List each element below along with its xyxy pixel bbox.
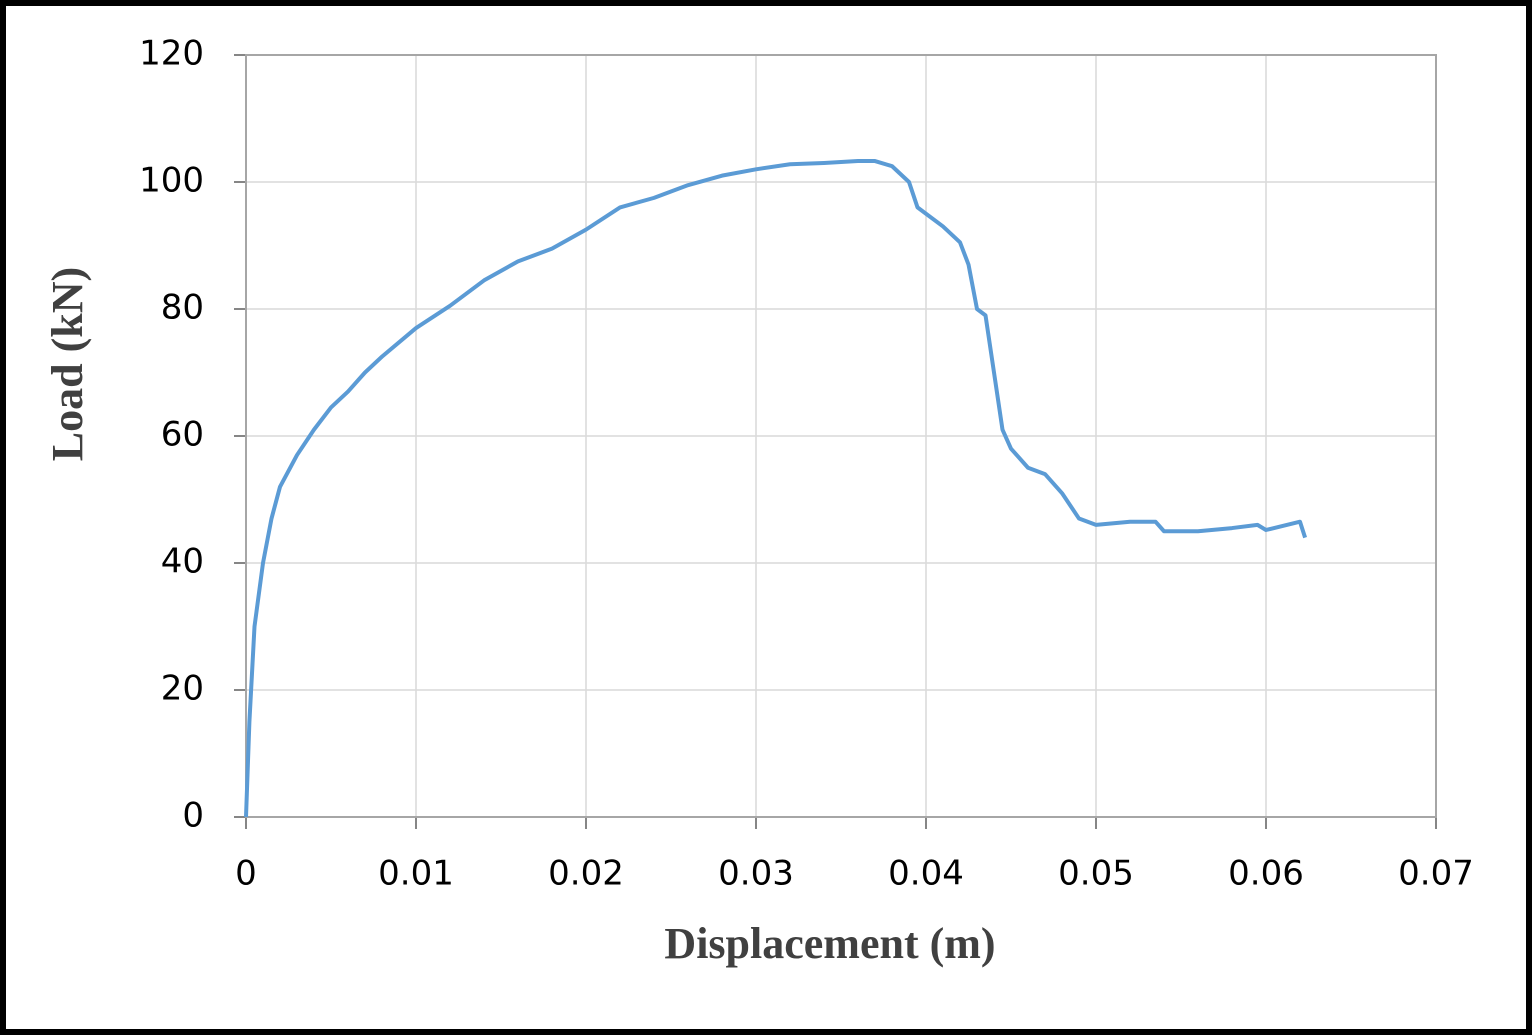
x-tick-label: 0.05: [1058, 854, 1134, 894]
y-axis-title: Load (kN): [43, 267, 92, 461]
plot-area: [245, 54, 1437, 818]
x-tick-label: 0.03: [718, 854, 794, 894]
x-tick-label: 0.07: [1398, 854, 1474, 894]
x-tick-label: 0.04: [888, 854, 964, 894]
x-tick-label: 0.01: [378, 854, 454, 894]
y-tick-label: 20: [161, 669, 204, 709]
data-line: [244, 159, 1308, 818]
y-tick-label: 80: [161, 288, 204, 328]
y-tick-label: 120: [139, 34, 204, 74]
y-tick-label: 0: [182, 796, 204, 836]
x-tick-label: 0: [235, 854, 257, 894]
x-tick-label: 0.06: [1228, 854, 1304, 894]
x-axis-title: Displacement (m): [664, 919, 995, 968]
y-tick-label: 60: [161, 415, 204, 455]
x-tick-label: 0.02: [548, 854, 624, 894]
y-tick-label: 40: [161, 542, 204, 582]
y-tick-label: 100: [139, 161, 204, 201]
